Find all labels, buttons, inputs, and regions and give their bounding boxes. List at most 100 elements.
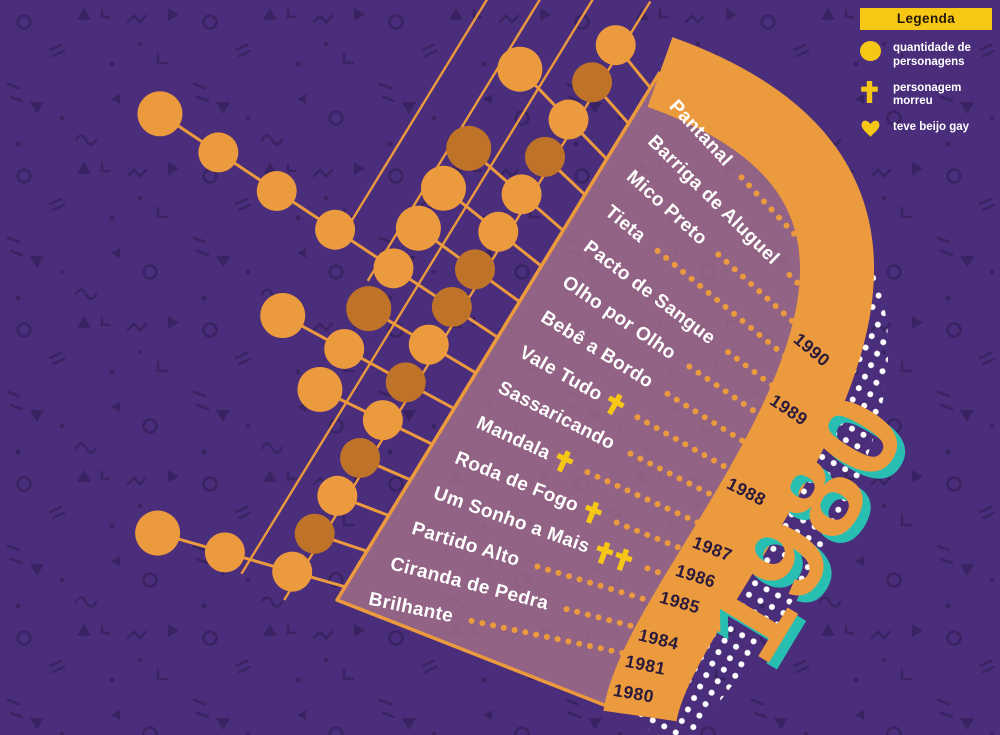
character-bead — [324, 328, 365, 369]
leader-dot — [623, 523, 630, 530]
leader-dot — [776, 214, 783, 221]
leader-dot — [713, 382, 720, 389]
leader-dot — [756, 288, 763, 295]
character-bead — [256, 171, 297, 212]
leader-dot — [739, 273, 746, 280]
leader-dot — [554, 636, 561, 643]
leader-dot — [692, 408, 699, 415]
leader-dot — [673, 396, 680, 403]
character-bead — [385, 362, 426, 403]
leader-dot — [666, 470, 673, 477]
year-band — [603, 37, 874, 724]
leader-dot — [647, 460, 654, 467]
leader-dot — [650, 598, 657, 605]
leader-dot — [701, 414, 708, 421]
leader-dot — [748, 280, 755, 287]
leader-dot — [654, 569, 661, 576]
legend-title: Legenda — [860, 8, 992, 30]
abacus-rail — [343, 0, 489, 233]
fan-border — [335, 71, 662, 714]
death-cross-icon — [556, 450, 574, 473]
leader-dot — [555, 569, 562, 576]
leader-dot — [748, 443, 755, 450]
leader-dot — [608, 647, 615, 654]
leader-dot — [563, 606, 570, 613]
leader-dot — [691, 446, 698, 453]
leader-dot — [806, 246, 813, 253]
gay-kiss-heart-icon — [860, 119, 884, 138]
leader-dot — [715, 251, 722, 258]
character-bead — [135, 510, 181, 556]
leader-dot — [665, 572, 672, 579]
character-bead — [362, 400, 403, 441]
leader-dot — [522, 629, 529, 636]
leader-dot — [479, 620, 486, 627]
leader-dot — [802, 287, 809, 294]
leader-dot — [740, 400, 747, 407]
leader-dot — [624, 487, 631, 494]
leader-dot — [565, 638, 572, 645]
leader-dot — [565, 573, 572, 580]
leader-dot — [731, 310, 738, 317]
leader-dot — [756, 331, 763, 338]
leader-dot — [742, 362, 749, 369]
leader-dot — [773, 345, 780, 352]
character-bead — [198, 132, 239, 173]
character-bead — [595, 25, 636, 66]
leader-dot — [753, 190, 760, 197]
character-bead — [501, 174, 542, 215]
leader-dot — [723, 258, 730, 265]
leader-dot — [639, 595, 646, 602]
leader-dot — [772, 303, 779, 310]
leader-dot — [797, 325, 804, 332]
character-bead — [408, 324, 449, 365]
leader-dot — [653, 425, 660, 432]
leader-dot — [725, 349, 732, 356]
leader-dot — [798, 238, 805, 245]
leader-dot — [637, 455, 644, 462]
leader-dot — [697, 282, 704, 289]
leader-dot — [604, 478, 611, 485]
leader-dot — [722, 303, 729, 310]
leader-dot — [656, 465, 663, 472]
leader-dot — [711, 420, 718, 427]
leader-dot — [618, 589, 625, 596]
leader-dot — [694, 519, 701, 526]
leader-dot — [543, 633, 550, 640]
leader-dot — [595, 614, 602, 621]
leader-dot — [644, 419, 651, 426]
legend-item-label: quantidade de personagens — [893, 42, 971, 68]
leader-dot — [769, 382, 776, 389]
leader-dot — [606, 617, 613, 624]
leader-dot — [627, 622, 634, 629]
leader-dot — [720, 425, 727, 432]
leader-dot — [730, 468, 737, 475]
leader-dot — [686, 480, 693, 487]
leader-dot — [705, 490, 712, 497]
leader-dot — [616, 619, 623, 626]
leader-dot — [733, 355, 740, 362]
character-bead — [297, 366, 343, 412]
leader-dot — [685, 548, 692, 555]
leader-dot — [794, 279, 801, 286]
character-bead — [204, 532, 245, 573]
leader-dot — [705, 289, 712, 296]
leader-dot — [576, 576, 583, 583]
leader-dot — [534, 563, 541, 570]
leader-dot — [684, 514, 691, 521]
character-bead — [272, 551, 313, 592]
leader-dot — [683, 402, 690, 409]
leader-dot — [749, 407, 756, 414]
leader-dot — [584, 611, 591, 618]
character-bead — [294, 513, 335, 554]
legend-item: quantidade de personagens — [860, 40, 992, 70]
leader-dot — [783, 222, 790, 229]
leader-dot — [722, 388, 729, 395]
leader-dot — [731, 266, 738, 273]
leader-dot — [654, 501, 661, 508]
leader-dot — [594, 473, 601, 480]
leader-dot — [584, 469, 591, 476]
leader-dot — [674, 510, 681, 517]
leader-dot — [574, 608, 581, 615]
